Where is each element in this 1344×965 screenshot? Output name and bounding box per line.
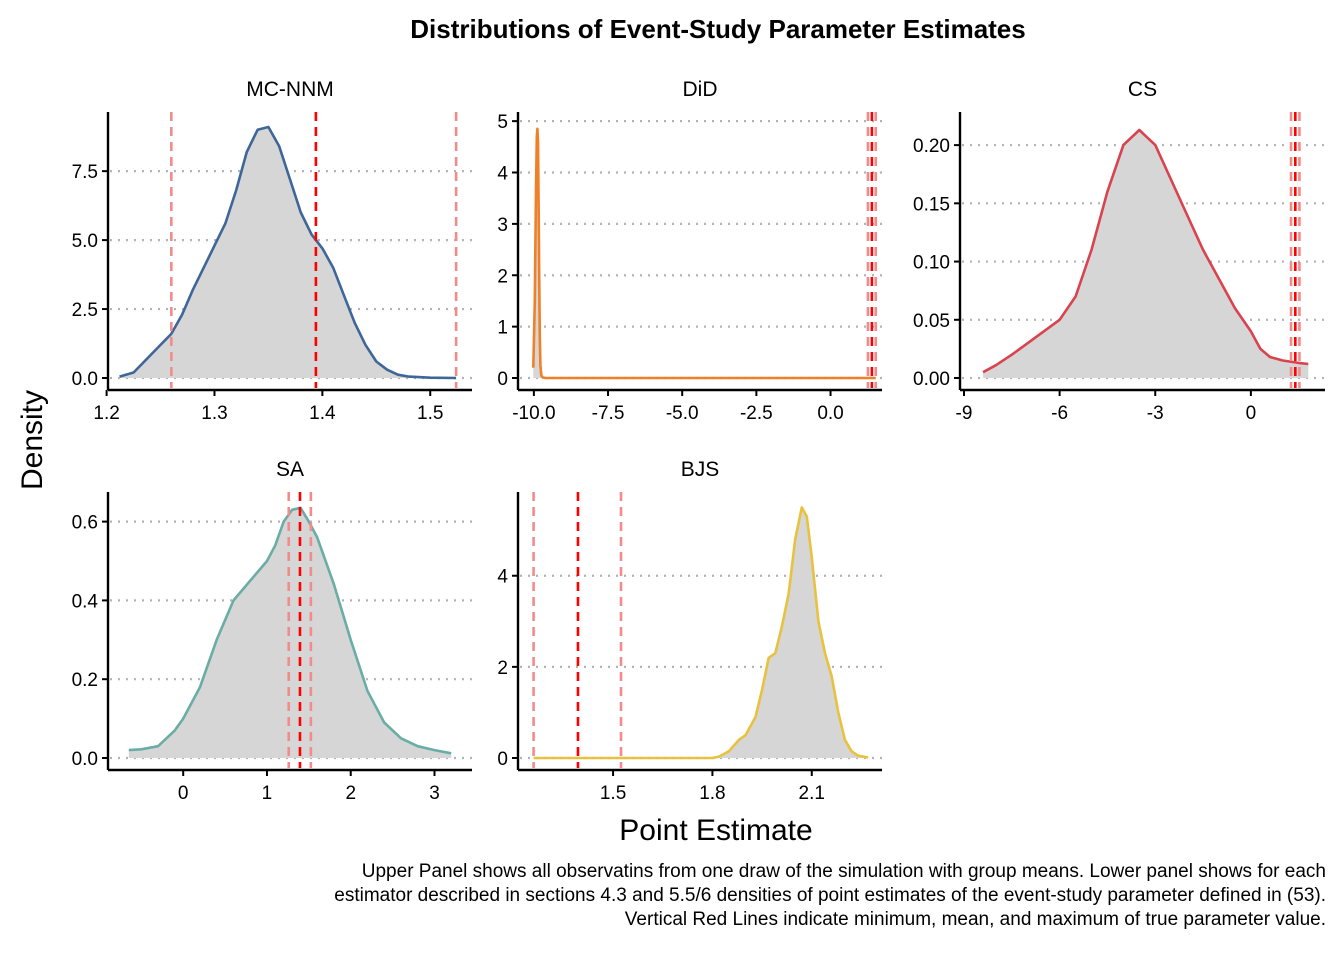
panel-did: DiD 0 1 2 3 4 5 -10.0 -7.5 -5.0 -2.5 0.0 xyxy=(497,78,882,424)
panel-title-did: DiD xyxy=(683,78,718,101)
y-tick-label-sa-3: 0.6 xyxy=(72,513,98,534)
y-tick-label-bjs-1: 2 xyxy=(497,658,508,679)
x-tick-label-sa-2: 2 xyxy=(345,783,356,804)
y-axis-label: Density xyxy=(16,390,49,490)
x-tick-label-bjs-1: 1.8 xyxy=(699,783,725,804)
density-curve-mc-nnm xyxy=(119,125,457,380)
chart-title: Distributions of Event-Study Parameter E… xyxy=(410,14,1025,44)
x-tick-label-bjs-2: 2.1 xyxy=(799,783,825,804)
y-tick-label-mc-nnm-2: 5.0 xyxy=(72,231,98,252)
x-tick-label-did-3: -2.5 xyxy=(740,403,773,424)
density-area-bjs xyxy=(533,507,869,758)
x-tick-label-mc-nnm-2: 1.4 xyxy=(309,403,336,424)
panel-cs: CS 0.00 0.05 0.10 0.15 0.20 -9 -6 -3 0 xyxy=(913,78,1325,424)
y-tick-label-sa-1: 0.2 xyxy=(72,670,98,691)
x-tick-label-sa-3: 3 xyxy=(429,783,440,804)
x-tick-label-sa-0: 0 xyxy=(178,783,189,804)
x-tick-label-mc-nnm-3: 1.5 xyxy=(417,403,443,424)
x-tick-label-mc-nnm-0: 1.2 xyxy=(93,403,119,424)
y-tick-label-mc-nnm-3: 7.5 xyxy=(72,162,98,183)
density-curve-bjs xyxy=(533,506,869,760)
y-tick-label-did-1: 1 xyxy=(497,318,508,339)
facet-panels: MC-NNM 0.0 2.5 5.0 7.5 1.2 1.3 1.4 1.5 DiD 0 1 2 3 4 5 -… xyxy=(72,78,1325,804)
x-tick-label-did-0: -10.0 xyxy=(512,403,555,424)
y-tick-label-did-3: 3 xyxy=(497,215,508,236)
x-tick-label-cs-2: -3 xyxy=(1147,403,1164,424)
x-tick-label-did-1: -7.5 xyxy=(592,403,625,424)
y-tick-label-bjs-2: 4 xyxy=(497,567,508,588)
panel-title-cs: CS xyxy=(1128,78,1157,101)
caption-line-1: Upper Panel shows all observatins from o… xyxy=(361,861,1326,882)
x-tick-label-sa-1: 1 xyxy=(262,783,273,804)
y-tick-label-did-2: 2 xyxy=(497,266,508,287)
x-tick-label-cs-1: -6 xyxy=(1051,403,1068,424)
density-curve-cs xyxy=(982,128,1309,374)
caption-line-3: Vertical Red Lines indicate minimum, mea… xyxy=(624,909,1326,930)
y-tick-label-mc-nnm-0: 0.0 xyxy=(72,369,98,390)
y-tick-label-sa-2: 0.4 xyxy=(72,591,99,612)
y-tick-label-did-5: 5 xyxy=(497,112,508,133)
panel-title-bjs: BJS xyxy=(681,458,720,481)
x-tick-label-did-2: -5.0 xyxy=(666,403,699,424)
y-tick-label-did-4: 4 xyxy=(497,164,508,185)
y-tick-label-mc-nnm-1: 2.5 xyxy=(72,300,98,321)
figure-caption: Upper Panel shows all observatins from o… xyxy=(6,860,1326,932)
panel-bjs: BJS 0 2 4 1.5 1.8 2.1 xyxy=(497,458,882,804)
panel-title-sa: SA xyxy=(276,458,304,481)
x-tick-label-did-4: 0.0 xyxy=(817,403,843,424)
x-axis-label: Point Estimate xyxy=(619,814,812,847)
y-tick-label-sa-0: 0.0 xyxy=(72,749,98,770)
density-area-mc-nnm xyxy=(119,127,457,378)
panel-sa: SA 0.0 0.2 0.4 0.6 0 1 2 3 xyxy=(72,458,472,804)
density-area-did xyxy=(533,128,876,378)
y-tick-label-cs-0: 0.00 xyxy=(913,369,950,390)
y-tick-label-cs-1: 0.05 xyxy=(913,311,950,332)
y-tick-label-bjs-0: 0 xyxy=(497,749,508,770)
caption-line-2: estimator described in sections 4.3 and … xyxy=(334,885,1326,906)
x-tick-label-cs-0: -9 xyxy=(956,403,973,424)
y-tick-label-cs-4: 0.20 xyxy=(913,136,950,157)
density-curve-did xyxy=(532,127,876,380)
x-tick-label-mc-nnm-1: 1.3 xyxy=(201,403,227,424)
x-tick-label-cs-3: 0 xyxy=(1246,403,1257,424)
x-tick-label-bjs-0: 1.5 xyxy=(600,783,626,804)
panel-title-mc-nnm: MC-NNM xyxy=(246,78,333,101)
y-tick-label-cs-3: 0.15 xyxy=(913,194,950,215)
y-tick-label-cs-2: 0.10 xyxy=(913,253,950,274)
panel-mc-nnm: MC-NNM 0.0 2.5 5.0 7.5 1.2 1.3 1.4 1.5 xyxy=(72,78,472,424)
y-tick-label-did-0: 0 xyxy=(497,369,508,390)
density-area-cs xyxy=(983,130,1309,378)
